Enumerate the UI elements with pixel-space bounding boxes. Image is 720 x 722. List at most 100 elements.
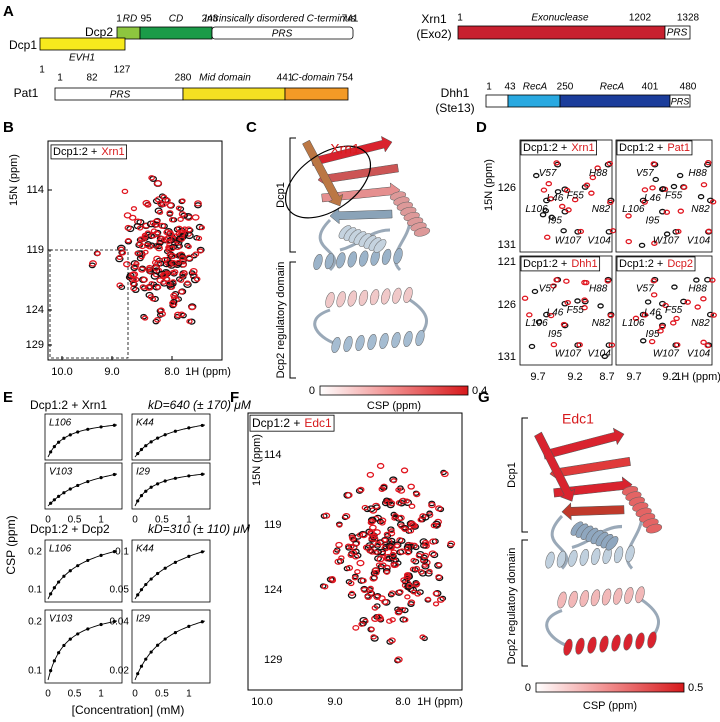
data-point: [86, 627, 90, 631]
data-point: [139, 447, 144, 452]
data-point: [136, 593, 140, 597]
x-tick-label: 9.0: [327, 696, 342, 708]
helix-turn: [579, 590, 589, 607]
domain-label: Mid domain: [199, 73, 251, 84]
peak: [370, 634, 377, 640]
peak: [142, 222, 150, 229]
legend-ligand: Dcp2: [667, 258, 693, 270]
group-title: Dcp1:2 + Xrn1: [30, 398, 107, 412]
residue-label: H88: [688, 168, 707, 179]
peak: [426, 568, 433, 575]
helix-turn: [336, 252, 346, 269]
data-point: [99, 425, 103, 429]
legend-sample: Dcp1:2 +: [523, 258, 567, 270]
peak: [179, 271, 187, 279]
peak: [413, 491, 421, 498]
residue-label: W107: [555, 349, 582, 360]
helix-turn: [392, 287, 402, 304]
data-point: [139, 494, 144, 498]
y-tick-label: 131: [498, 351, 516, 363]
data-point: [187, 554, 191, 558]
peak: [174, 311, 183, 319]
data-point: [68, 637, 72, 641]
peak: [194, 200, 202, 207]
peak: [606, 160, 613, 167]
x-tick-label: 0.5: [68, 689, 82, 700]
data-point: [156, 482, 160, 486]
peak: [368, 518, 376, 525]
peak: [158, 222, 167, 229]
peak: [119, 250, 127, 256]
residue-number: 441: [277, 73, 294, 84]
peak: [410, 557, 417, 564]
peak: [565, 207, 572, 213]
spectrum-frame: [247, 412, 463, 691]
peak: [544, 234, 551, 240]
peak: [447, 540, 456, 547]
peak: [394, 609, 403, 616]
data-point: [156, 571, 160, 576]
data-point: [49, 669, 53, 673]
peak: [178, 255, 186, 261]
peak: [186, 318, 193, 324]
helix-turn: [367, 333, 377, 351]
peak: [356, 559, 365, 567]
y-tick-label: 114: [264, 449, 282, 461]
peak: [371, 605, 379, 611]
peak: [130, 281, 138, 288]
peak: [366, 547, 373, 554]
residue-label: I95: [646, 329, 660, 340]
peak: [558, 203, 566, 210]
y-axis-label: 15N (ppm): [251, 434, 263, 486]
peak: [373, 593, 381, 600]
peak: [577, 228, 585, 235]
data-point: [86, 427, 90, 431]
residue-number: 401: [642, 82, 659, 93]
plot-frame: [44, 413, 123, 461]
peak: [658, 208, 666, 215]
protein-alias: (Ste13): [435, 101, 474, 115]
residue-label: L106: [622, 204, 645, 215]
data-point: [144, 489, 148, 493]
peak: [168, 253, 177, 260]
helix-turn: [545, 551, 555, 569]
peak: [184, 280, 191, 286]
data-point: [99, 622, 103, 627]
peak: [184, 226, 193, 233]
colorbar-min: 0: [309, 385, 315, 397]
peak: [94, 250, 101, 257]
peak: [198, 225, 206, 231]
data-point: [57, 580, 61, 584]
colorbar-min: 0: [525, 682, 531, 694]
y-tick-label: 0.1: [115, 547, 129, 558]
x-tick-label: 9.7: [530, 371, 545, 383]
y-tick-label: 0.1: [28, 666, 42, 677]
domain-evh1: [39, 37, 126, 51]
peak: [351, 575, 359, 581]
plot-label: K44: [136, 544, 154, 555]
x-tick-label: 9.0: [104, 366, 119, 378]
motif-label: PRS: [272, 29, 293, 40]
helix-turn: [568, 549, 578, 567]
peak: [148, 242, 156, 248]
domain-label: CD: [169, 14, 183, 25]
peak: [177, 277, 185, 283]
spectrum-frame: [47, 140, 223, 361]
beta-strand: [310, 135, 393, 167]
peak: [632, 315, 640, 321]
residue-number: 1: [39, 65, 45, 76]
legend-ligand: Xrn1: [101, 146, 124, 158]
helix-turn: [579, 548, 589, 566]
x-tick-label: 0.5: [155, 515, 169, 526]
peak: [175, 259, 182, 265]
peak: [417, 569, 425, 575]
helix-turn: [635, 632, 645, 650]
peak: [129, 280, 137, 287]
peak: [659, 186, 667, 192]
helix-turn: [393, 247, 403, 265]
peak: [440, 469, 447, 476]
data-point: [136, 672, 140, 676]
domain-label: RD: [123, 14, 137, 25]
data-point: [139, 588, 144, 592]
peak: [571, 197, 579, 203]
